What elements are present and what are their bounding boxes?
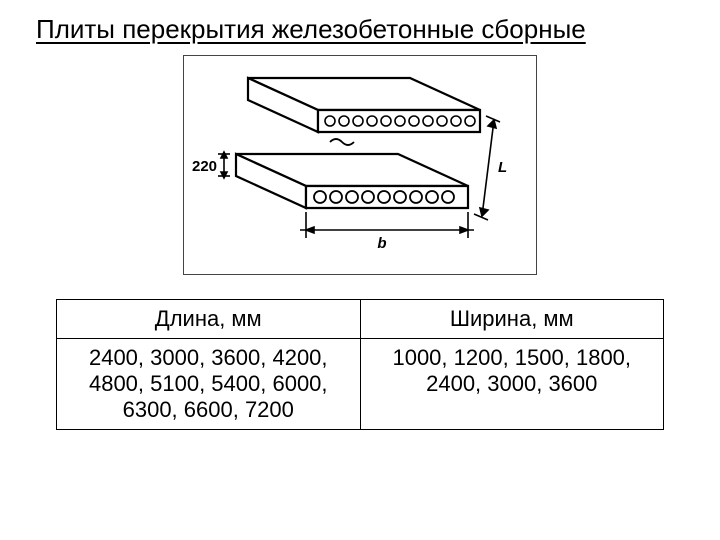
depth-label: L	[498, 159, 507, 176]
diagram-container: 220 L b	[0, 55, 720, 275]
thickness-dimension	[218, 152, 230, 178]
break-mark	[330, 139, 354, 145]
thickness-label: 220	[192, 158, 217, 175]
width-dimension	[300, 212, 474, 238]
dimensions-table: Длина, мм Ширина, мм 2400, 3000, 3600, 4…	[56, 299, 664, 430]
width-cell: 1000, 1200, 1500, 1800, 2400, 3000, 3600	[360, 339, 664, 430]
top-slab	[248, 78, 480, 132]
dimensions-table-wrap: Длина, мм Ширина, мм 2400, 3000, 3600, 4…	[56, 299, 664, 430]
width-label: b	[377, 235, 386, 252]
col-header-width: Ширина, мм	[360, 300, 664, 339]
table-row: 2400, 3000, 3600, 4200, 4800, 5100, 5400…	[57, 339, 664, 430]
slab-diagram: 220 L b	[183, 55, 537, 275]
length-cell: 2400, 3000, 3600, 4200, 4800, 5100, 5400…	[57, 339, 361, 430]
col-header-length: Длина, мм	[57, 300, 361, 339]
bottom-slab	[236, 154, 468, 208]
page-title: Плиты перекрытия железобетонные сборные	[0, 0, 720, 49]
